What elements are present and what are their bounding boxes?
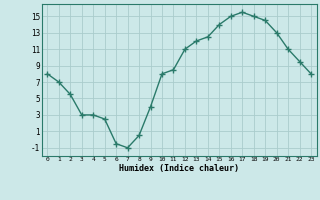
X-axis label: Humidex (Indice chaleur): Humidex (Indice chaleur) [119,164,239,173]
